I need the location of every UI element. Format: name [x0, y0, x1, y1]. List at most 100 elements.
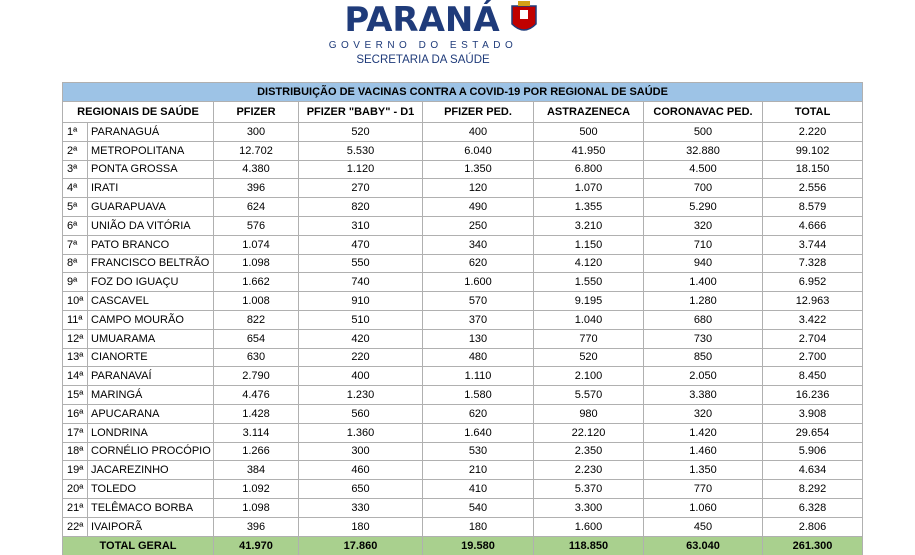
region-name: APUCARANA: [87, 403, 214, 424]
cell-value: 1.230: [298, 385, 423, 405]
cell-value: 4.500: [643, 159, 763, 180]
region-name: IRATI: [87, 178, 214, 199]
region-name: FRANCISCO BELTRÃO: [87, 253, 214, 274]
logo-header: PARANÁ GOVERNO DO ESTADO SECRETARIA DA S…: [329, 0, 537, 66]
cell-value: 3.210: [533, 215, 644, 236]
data-row: 18ª CORNÉLIO PROCÓPIO 1.266 300 530 2.350 1.46…: [62, 441, 864, 462]
cell-value: 1.120: [298, 159, 423, 180]
cell-value: 1.640: [422, 422, 534, 443]
total-value: 19.580: [422, 535, 534, 555]
cell-value: 99.102: [761, 140, 864, 161]
region-name: LONDRINA: [87, 422, 214, 443]
cell-value: 2.230: [533, 460, 644, 481]
cell-value: 624: [213, 197, 299, 217]
cell-value: 2.050: [643, 366, 763, 387]
table-title: DISTRIBUIÇÃO DE VACINAS CONTRA A COVID-1…: [61, 82, 864, 102]
cell-value: 41.950: [533, 140, 644, 161]
region-number: 21ª: [62, 497, 88, 518]
cell-value: 3.300: [533, 497, 644, 518]
region-name: FOZ DO IGUAÇU: [87, 272, 214, 293]
cell-value: 1.070: [533, 178, 644, 199]
cell-value: 410: [422, 479, 534, 499]
region-name: PARANAGUÁ: [87, 122, 214, 142]
cell-value: 460: [298, 460, 423, 481]
region-name: UMUARAMA: [87, 328, 214, 349]
cell-value: 1.150: [533, 234, 644, 255]
region-name: MARINGÁ: [87, 385, 214, 405]
cell-value: 2.350: [533, 441, 644, 462]
region-number: 6ª: [62, 215, 88, 236]
region-number: 14ª: [62, 366, 88, 387]
cell-value: 396: [213, 178, 299, 199]
region-name: METROPOLITANA: [87, 140, 214, 161]
region-name: PONTA GROSSA: [87, 159, 214, 180]
cell-value: 5.570: [533, 385, 644, 405]
region-number: 12ª: [62, 328, 88, 349]
cell-value: 620: [422, 403, 534, 424]
cell-value: 5.290: [643, 197, 763, 217]
region-name: CAMPO MOURÃO: [87, 309, 214, 330]
cell-value: 770: [533, 328, 644, 349]
cell-value: 8.579: [761, 197, 864, 217]
data-row: 5ª GUARAPUAVA 624 820 490 1.355 5.290 8.579: [62, 197, 864, 217]
region-number: 22ª: [62, 516, 88, 537]
cell-value: 2.806: [761, 516, 864, 537]
cell-value: 450: [643, 516, 763, 537]
cell-value: 3.422: [761, 309, 864, 330]
cell-value: 1.600: [533, 516, 644, 537]
cell-value: 510: [298, 309, 423, 330]
cell-value: 2.700: [761, 347, 864, 368]
cell-value: 576: [213, 215, 299, 236]
cell-value: 4.120: [533, 253, 644, 274]
cell-value: 1.355: [533, 197, 644, 217]
cell-value: 3.114: [213, 422, 299, 443]
cell-value: 420: [298, 328, 423, 349]
region-number: 7ª: [62, 234, 88, 255]
cell-value: 1.098: [213, 497, 299, 518]
header-subtitle: GOVERNO DO ESTADO: [329, 40, 518, 51]
region-name: PATO BRANCO: [87, 234, 214, 255]
data-row: 19ª JACAREZINHO 384 460 210 2.230 1.350 4.634: [62, 460, 864, 481]
data-row: 20ª TOLEDO 1.092 650 410 5.370 770 8.292: [62, 479, 864, 499]
cell-value: 3.744: [761, 234, 864, 255]
cell-value: 500: [643, 122, 763, 142]
cell-value: 8.292: [761, 479, 864, 499]
region-number: 8ª: [62, 253, 88, 274]
cell-value: 480: [422, 347, 534, 368]
cell-value: 2.704: [761, 328, 864, 349]
cell-value: 22.120: [533, 422, 644, 443]
cell-value: 220: [298, 347, 423, 368]
cell-value: 1.550: [533, 272, 644, 293]
data-row: 22ª IVAIPORÃ 396 180 180 1.600 450 2.806: [62, 516, 864, 537]
cell-value: 1.350: [643, 460, 763, 481]
cell-value: 940: [643, 253, 763, 274]
cell-value: 4.634: [761, 460, 864, 481]
cell-value: 650: [298, 479, 423, 499]
region-number: 16ª: [62, 403, 88, 424]
cell-value: 740: [298, 272, 423, 293]
cell-value: 8.450: [761, 366, 864, 387]
cell-value: 396: [213, 516, 299, 537]
cell-value: 1.092: [213, 479, 299, 499]
header-title: PARANÁ: [344, 0, 500, 40]
data-row: 4ª IRATI 396 270 120 1.070 700 2.556: [62, 178, 864, 199]
cell-value: 1.662: [213, 272, 299, 293]
region-number: 17ª: [62, 422, 88, 443]
cell-value: 310: [298, 215, 423, 236]
cell-value: 29.654: [761, 422, 864, 443]
region-name: TELÊMACO BORBA: [87, 497, 214, 518]
data-row: 10ª CASCAVEL 1.008 910 570 9.195 1.280 12.963: [62, 291, 864, 311]
region-name: CORNÉLIO PROCÓPIO: [87, 441, 214, 462]
title-row: DISTRIBUIÇÃO DE VACINAS CONTRA A COVID-1…: [61, 82, 864, 102]
region-name: IVAIPORÃ: [87, 516, 214, 537]
cell-value: 2.556: [761, 178, 864, 199]
cell-value: 6.952: [761, 272, 864, 293]
cell-value: 560: [298, 403, 423, 424]
cell-value: 9.195: [533, 291, 644, 311]
region-number: 1ª: [62, 122, 88, 142]
data-row: 14ª PARANAVAÍ 2.790 400 1.110 2.100 2.050 8.450: [62, 366, 864, 387]
cell-value: 770: [643, 479, 763, 499]
cell-value: 210: [422, 460, 534, 481]
region-number: 2ª: [62, 140, 88, 161]
cell-value: 730: [643, 328, 763, 349]
